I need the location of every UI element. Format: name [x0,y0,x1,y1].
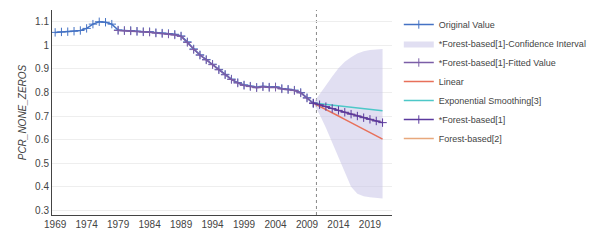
svg-text:PCR_NONE_ZEROS: PCR_NONE_ZEROS [17,64,28,160]
svg-text:Exponential Smoothing[3]: Exponential Smoothing[3] [439,96,542,106]
svg-text:*Forest-based[1]-Fitted Value: *Forest-based[1]-Fitted Value [439,58,556,68]
svg-text:1: 1 [43,40,49,51]
svg-text:1994: 1994 [201,219,224,230]
svg-text:1999: 1999 [233,219,256,230]
svg-text:0.6: 0.6 [35,134,49,145]
svg-text:1984: 1984 [138,219,161,230]
svg-text:1974: 1974 [76,219,99,230]
svg-text:0.3: 0.3 [35,205,49,216]
svg-text:*Forest-based[1]: *Forest-based[1] [439,115,506,125]
svg-text:Forest-based[2]: Forest-based[2] [439,134,502,144]
svg-text:1.1: 1.1 [35,16,49,27]
svg-text:0.7: 0.7 [35,111,49,122]
svg-text:1989: 1989 [170,219,193,230]
svg-text:0.5: 0.5 [35,158,49,169]
svg-text:2014: 2014 [327,219,350,230]
svg-text:Linear: Linear [439,77,464,87]
svg-text:2004: 2004 [264,219,287,230]
svg-text:2019: 2019 [359,219,382,230]
svg-text:2009: 2009 [296,219,319,230]
svg-text:0.8: 0.8 [35,87,49,98]
svg-text:1979: 1979 [107,219,130,230]
svg-text:0.4: 0.4 [35,181,49,192]
svg-text:1969: 1969 [44,219,67,230]
svg-text:*Forest-based[1]-Confidence In: *Forest-based[1]-Confidence Interval [439,39,586,49]
svg-text:0.9: 0.9 [35,63,49,74]
svg-text:Original Value: Original Value [439,20,495,30]
